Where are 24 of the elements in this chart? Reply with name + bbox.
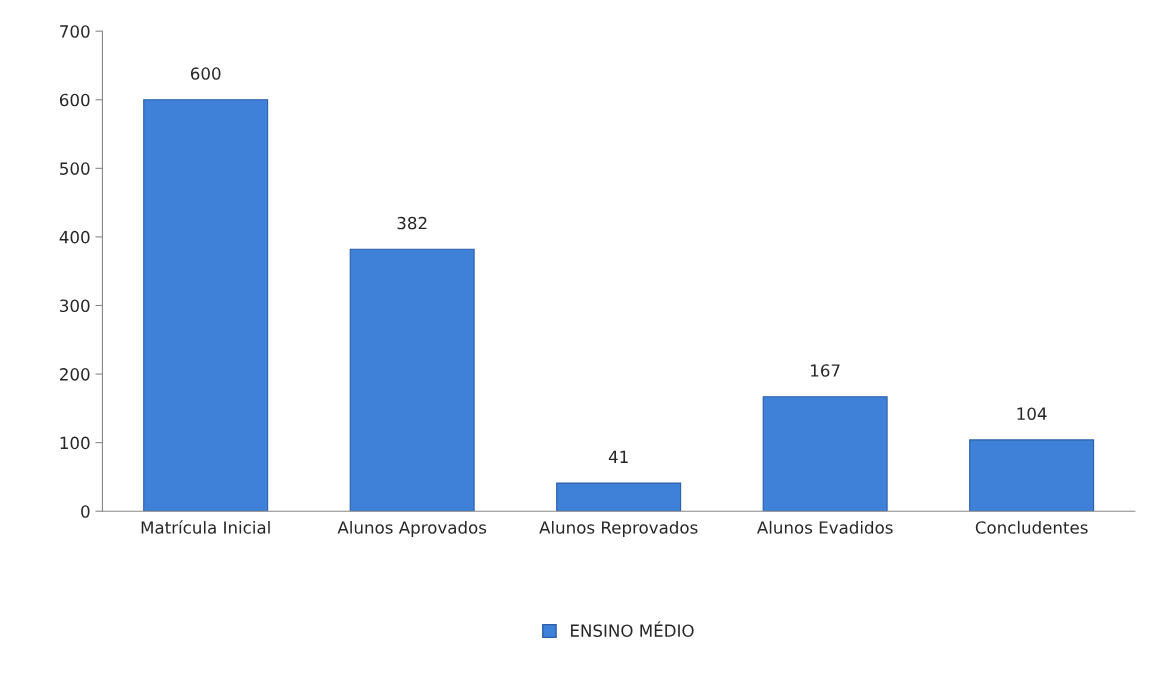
x-tick-label: Concludentes	[975, 520, 1088, 534]
data-label: 600	[190, 67, 221, 80]
x-tick-label: Alunos Aprovados	[337, 520, 487, 538]
y-tick-label: 500	[60, 162, 90, 175]
data-label: 104	[1017, 407, 1047, 420]
y-tick-label: 0	[81, 505, 90, 518]
x-tick-label: Matrícula Inicial	[141, 520, 270, 534]
bar	[762, 396, 888, 512]
legend-label: ENSINO MÉDIO	[571, 621, 694, 637]
y-tick-label: 200	[60, 368, 90, 381]
bar	[969, 439, 1095, 512]
y-tick-label: 400	[59, 230, 90, 244]
data-label: 382	[397, 216, 427, 230]
x-tick-label: Alunos Evadidos	[756, 520, 893, 534]
x-tick-label: Alunos Reprovados	[539, 520, 698, 538]
data-label: 167	[811, 364, 840, 377]
y-tick-label: 600	[59, 93, 90, 107]
bar	[556, 482, 682, 512]
y-tick-label: 100	[60, 436, 90, 450]
data-label: 41	[608, 450, 628, 463]
bar	[349, 248, 475, 512]
bar	[143, 99, 269, 512]
y-tick-label: 700	[60, 25, 90, 38]
y-tick-label: 300	[60, 299, 90, 313]
